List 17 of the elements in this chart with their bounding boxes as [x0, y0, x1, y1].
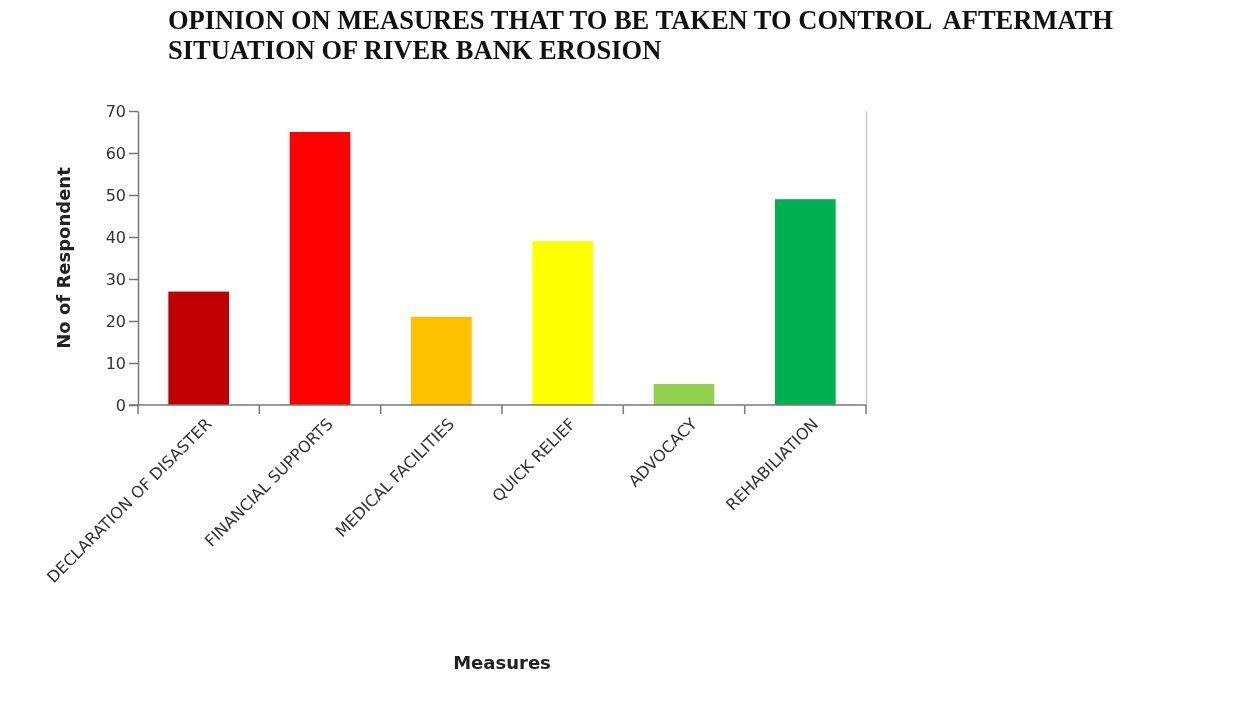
- x-axis-title: Measures: [453, 652, 551, 673]
- y-tick-label: 40: [105, 227, 126, 247]
- y-tick-label: 0: [115, 395, 126, 415]
- bar: [775, 199, 836, 405]
- y-tick-label: 70: [105, 101, 126, 121]
- y-tick-label: 10: [105, 353, 126, 373]
- y-tick-label: 30: [105, 269, 126, 289]
- bar: [532, 241, 593, 405]
- y-tick-label: 20: [105, 311, 126, 331]
- bar: [411, 316, 472, 405]
- bar: [168, 291, 229, 405]
- y-axis-title: No of Respondent: [53, 166, 74, 349]
- chart-title: OPINION ON MEASURES THAT TO BE TAKEN TO CONTROL AFTERMATH SITUATION OF RIVER BANK EROSION: [168, 5, 1114, 65]
- bar: [289, 132, 351, 405]
- y-tick-label: 60: [105, 143, 126, 163]
- bar: [653, 384, 715, 405]
- y-tick-label: 50: [105, 185, 126, 205]
